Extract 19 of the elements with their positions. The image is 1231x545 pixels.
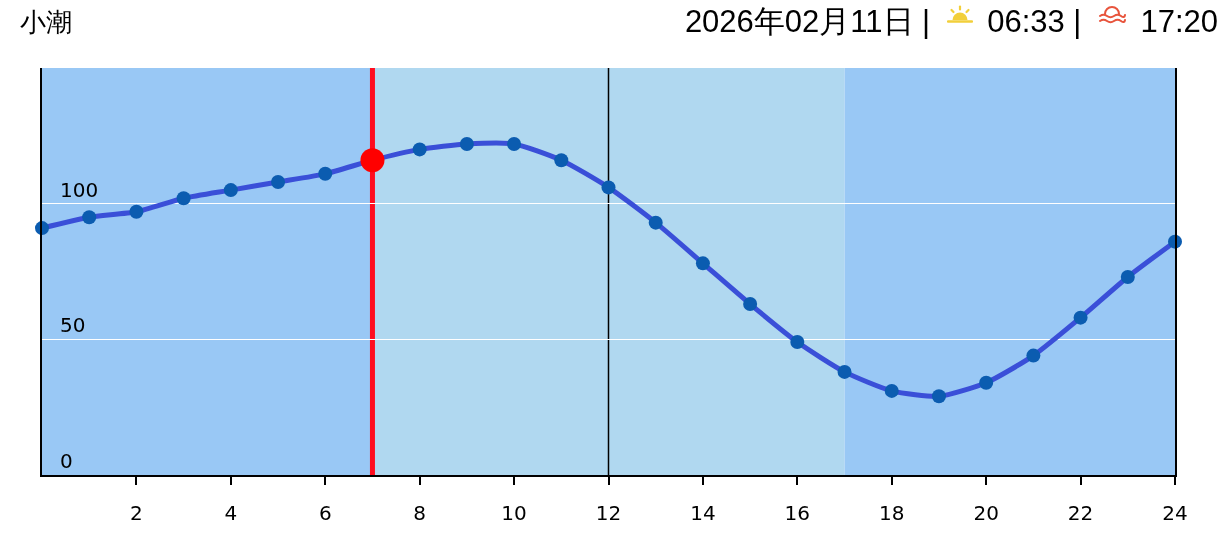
x-tick-label: 8 [413, 501, 427, 525]
x-tick-label: 14 [690, 501, 716, 525]
x-tick-label: 6 [318, 501, 332, 525]
x-tick-label: 4 [224, 501, 238, 525]
x-tick-label: 24 [1162, 501, 1188, 525]
chart-title: 小潮 [20, 6, 72, 39]
x-tick-label: 18 [879, 501, 905, 525]
x-tick-label: 12 [595, 501, 622, 525]
x-tick-label: 10 [501, 501, 527, 525]
x-tick-label: 20 [973, 501, 999, 525]
y-tick-label: 0 [60, 449, 73, 473]
x-tick-label: 2 [130, 501, 143, 525]
y-tick-label: 50 [60, 313, 86, 338]
y-tick-label: 100 [60, 177, 99, 202]
text: 06:33 | [987, 3, 1082, 41]
text: 17:20 [1140, 3, 1218, 41]
x-tick-label: 22 [1067, 501, 1094, 525]
x-tick-label: 16 [784, 501, 811, 525]
text: 2026年02月11日 | [684, 3, 931, 41]
